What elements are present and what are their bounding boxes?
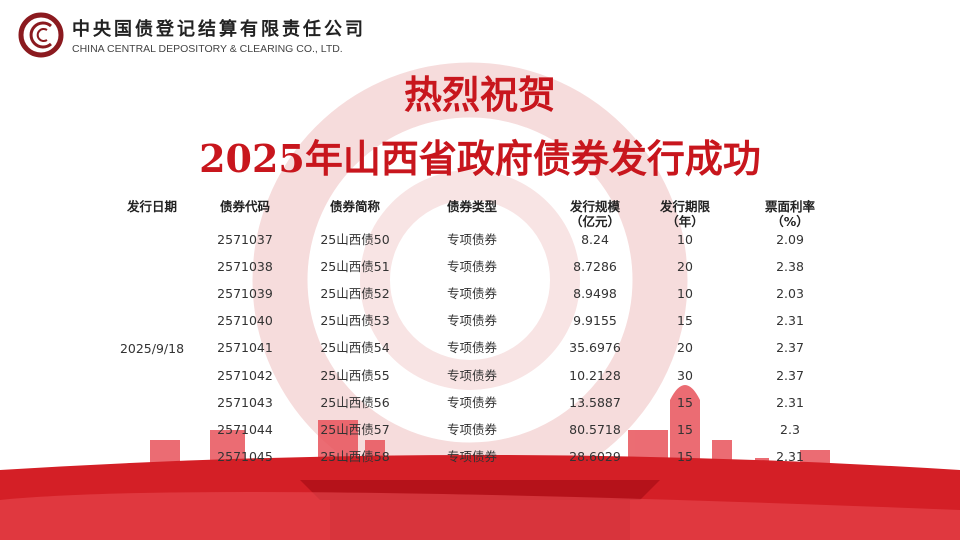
- company-logo: 中央国债登记结算有限责任公司 CHINA CENTRAL DEPOSITORY …: [18, 12, 366, 58]
- logo-cn-text: 中央国债登记结算有限责任公司: [72, 19, 366, 40]
- header-label: 票面利率: [764, 199, 816, 214]
- cell-rate: 2.3: [780, 421, 800, 437]
- cell-size: 13.5887: [569, 394, 621, 410]
- cell-term: 20: [677, 340, 693, 356]
- column-header: 发行期限 （年）: [660, 199, 710, 229]
- cell-code: 2571037: [217, 232, 273, 247]
- cell-type: 专项债券: [446, 448, 498, 464]
- cell-term: 30: [677, 367, 693, 383]
- cell-rate: 2.38: [776, 259, 804, 275]
- column-header: 债券类型: [447, 199, 497, 214]
- column-header: 发行日期: [127, 199, 177, 214]
- cell-name: 25山西债54: [320, 340, 390, 356]
- cell-size: 8.7286: [573, 259, 617, 275]
- cell-term: 15: [677, 448, 693, 464]
- cell-rate: 2.37: [776, 340, 804, 356]
- cell-type: 专项债券: [446, 394, 498, 410]
- cell-size: 8.24: [581, 232, 609, 247]
- column-header: 发行规模 （亿元）: [570, 199, 620, 229]
- cell-term: 20: [677, 259, 693, 275]
- cell-rate: 2.31: [776, 448, 804, 464]
- cell-type: 专项债券: [446, 313, 498, 329]
- cell-size: 80.5718: [569, 421, 621, 437]
- cell-code: 2571041: [217, 340, 273, 356]
- cell-type: 专项债券: [446, 340, 498, 356]
- watermark-inner: [360, 170, 580, 390]
- cell-code: 2571038: [217, 259, 273, 275]
- cell-term: 15: [677, 394, 693, 410]
- cell-name: 25山西债50: [320, 232, 390, 247]
- cell-term: 10: [677, 286, 693, 302]
- cell-type: 专项债券: [446, 367, 498, 383]
- cell-rate: 2.37: [776, 367, 804, 383]
- column-header: 债券简称: [330, 199, 380, 214]
- cell-term: 10: [677, 232, 693, 247]
- cell-code: 2571045: [217, 448, 273, 464]
- title-line1: 热烈祝贺: [403, 72, 556, 117]
- column-header: 票面利率 （%）: [765, 199, 815, 229]
- cell-type: 专项债券: [446, 421, 498, 437]
- cell-code: 2571043: [217, 394, 273, 410]
- header-unit: （亿元）: [569, 214, 621, 229]
- issue-date: 2025/9/18: [119, 341, 185, 356]
- cell-size: 8.9498: [573, 286, 617, 302]
- header-label: 债券简称: [329, 199, 381, 214]
- cell-term: 15: [677, 313, 693, 329]
- cell-rate: 2.09: [776, 232, 804, 247]
- header-label: 发行期限: [659, 199, 711, 214]
- logo-en-text: CHINA CENTRAL DEPOSITORY & CLEARING CO.,…: [72, 43, 343, 55]
- cell-name: 25山西债56: [320, 394, 390, 410]
- bottom-wave: [0, 492, 960, 540]
- cell-code: 2571042: [217, 367, 273, 383]
- cell-name: 25山西债53: [320, 313, 390, 329]
- cell-size: 9.9155: [573, 313, 617, 329]
- cell-name: 25山西债52: [320, 286, 390, 302]
- cell-type: 专项债券: [446, 259, 498, 275]
- cell-code: 2571044: [217, 421, 273, 437]
- header-label: 发行规模: [569, 199, 621, 214]
- header-unit: （年）: [666, 214, 704, 229]
- column-header: 债券代码: [220, 199, 270, 214]
- cell-name: 25山西债57: [320, 421, 390, 437]
- cell-size: 35.6976: [569, 340, 621, 356]
- cell-code: 2571040: [217, 313, 273, 329]
- cell-rate: 2.31: [776, 313, 804, 329]
- header-label: 发行日期: [126, 199, 178, 214]
- cell-code: 2571039: [217, 286, 273, 302]
- cell-type: 专项债券: [446, 286, 498, 302]
- cell-size: 10.2128: [569, 367, 621, 383]
- cell-name: 25山西债51: [320, 259, 390, 275]
- header-label: 债券类型: [446, 199, 498, 214]
- cell-rate: 2.31: [776, 394, 804, 410]
- header-unit: （%）: [771, 214, 809, 229]
- cell-type: 专项债券: [446, 232, 498, 247]
- cell-size: 28.6029: [569, 448, 621, 464]
- ccdc-logo-icon: [18, 12, 64, 58]
- title-line2: 2025年山西省政府债券发行成功: [199, 136, 761, 181]
- cell-rate: 2.03: [776, 286, 804, 302]
- cell-term: 15: [677, 421, 693, 437]
- cell-name: 25山西债58: [320, 448, 390, 464]
- header-label: 债券代码: [219, 199, 271, 214]
- cell-name: 25山西债55: [320, 367, 390, 383]
